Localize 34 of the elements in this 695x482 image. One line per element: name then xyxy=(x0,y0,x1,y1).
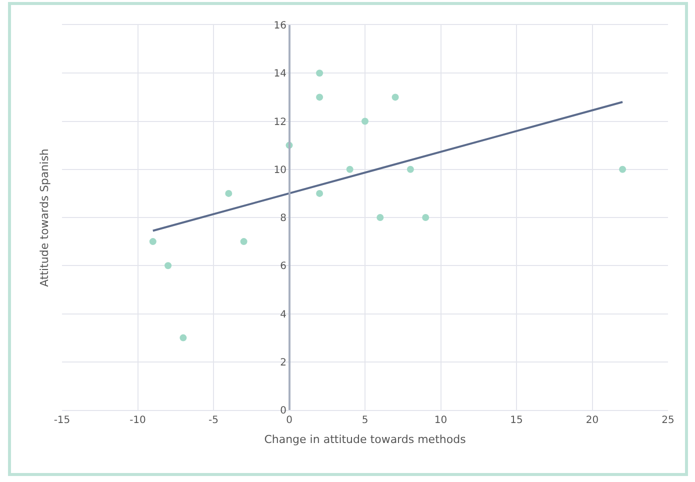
point xyxy=(316,70,324,77)
point xyxy=(619,166,626,173)
x-axis-title: Change in attitude towards methods xyxy=(264,433,466,446)
x-tick-label: -15 xyxy=(54,415,70,426)
x-tick-label: 10 xyxy=(434,415,448,426)
point xyxy=(406,166,414,173)
point xyxy=(392,94,399,101)
x-tick-label: 15 xyxy=(510,415,523,426)
point xyxy=(376,214,384,221)
point xyxy=(316,190,324,197)
point xyxy=(362,118,368,125)
y-tick-label: 6 xyxy=(280,261,286,272)
y-tick-label: 2 xyxy=(280,357,286,368)
x-tick-label: 20 xyxy=(586,415,599,426)
y-tick-label: 14 xyxy=(274,68,286,80)
y-tick-label: 12 xyxy=(274,116,286,128)
x-tick-label: -5 xyxy=(208,415,218,426)
point xyxy=(180,334,187,342)
y-tick-label: 4 xyxy=(280,309,286,320)
point xyxy=(316,94,324,101)
y-axis-title: Attitude towards Spanish xyxy=(38,148,51,287)
point xyxy=(149,238,156,246)
y-tick-label: 0 xyxy=(280,406,286,416)
point xyxy=(164,262,172,270)
y-tick-label: 16 xyxy=(274,20,286,32)
point xyxy=(422,214,430,221)
y-tick-label: 10 xyxy=(274,164,286,176)
point xyxy=(346,166,354,173)
x-tick-label: 5 xyxy=(362,415,368,426)
x-tick-label: 25 xyxy=(662,415,674,426)
point xyxy=(225,190,232,197)
point xyxy=(240,238,248,246)
y-tick-label: 8 xyxy=(280,213,286,224)
x-tick-label: -10 xyxy=(130,415,146,426)
